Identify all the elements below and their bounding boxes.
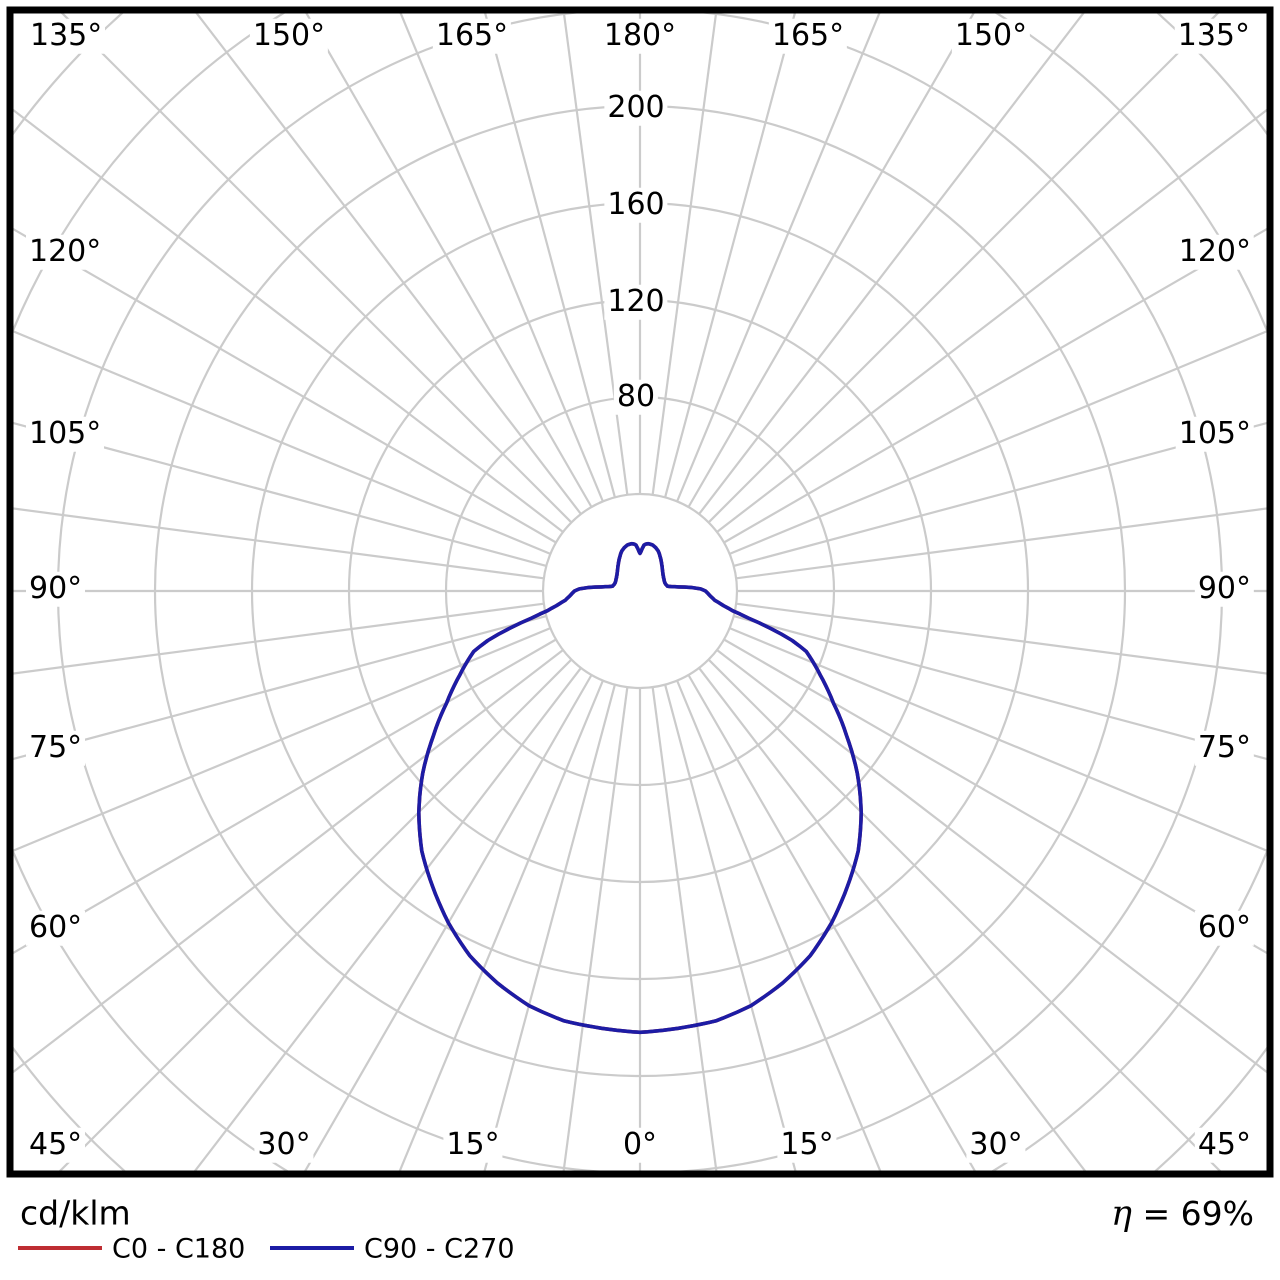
angle-label-bottom: 15° (777, 1127, 837, 1163)
angle-label-bottom: 30° (966, 1127, 1026, 1163)
radial-tick-label: 160 (604, 187, 668, 223)
angle-label-right: 120° (1175, 234, 1254, 270)
radial-tick-label: 80 (613, 379, 659, 415)
angle-label-right: 90° (1194, 571, 1254, 607)
angle-label-bottom: 0° (619, 1127, 661, 1163)
eta-symbol: η (1111, 1194, 1132, 1234)
c90-c270-legend-label: C90 - C270 (364, 1233, 515, 1265)
angle-label-top: 180° (600, 18, 680, 54)
angle-label-right: 60° (1194, 910, 1254, 946)
angle-label-top: 150° (951, 18, 1031, 54)
angle-label-right: 105° (1175, 416, 1254, 452)
c90-c270-legend-swatch (270, 1246, 354, 1250)
angle-label-left: 105° (26, 416, 105, 452)
angle-label-top: 135° (1174, 18, 1253, 54)
efficiency-label: η = 69% (1111, 1194, 1254, 1234)
angle-label-top: 165° (432, 18, 512, 54)
angle-label-bottom: 45° (26, 1127, 86, 1163)
angle-label-top: 150° (249, 18, 329, 54)
angle-label-bottom: 45° (1194, 1127, 1254, 1163)
angle-label-left: 90° (26, 571, 86, 607)
angle-label-top: 135° (27, 18, 106, 54)
angle-label-bottom: 30° (254, 1127, 314, 1163)
efficiency-value: = 69% (1142, 1194, 1255, 1233)
c0-c180-legend-swatch (18, 1246, 102, 1250)
unit-label: cd/klm (20, 1193, 131, 1233)
c0-c180-legend-label: C0 - C180 (112, 1233, 246, 1265)
curve-c90-c270 (417, 541, 863, 1035)
angle-label-right: 75° (1194, 730, 1254, 766)
radial-tick-label: 200 (604, 90, 668, 126)
angle-label-left: 75° (26, 730, 86, 766)
plot-frame (6, 6, 1274, 1178)
angle-label-top: 165° (768, 18, 848, 54)
angle-label-left: 120° (26, 234, 105, 270)
angle-label-left: 60° (26, 910, 86, 946)
angle-label-bottom: 15° (443, 1127, 503, 1163)
radial-tick-label: 120 (604, 284, 668, 320)
